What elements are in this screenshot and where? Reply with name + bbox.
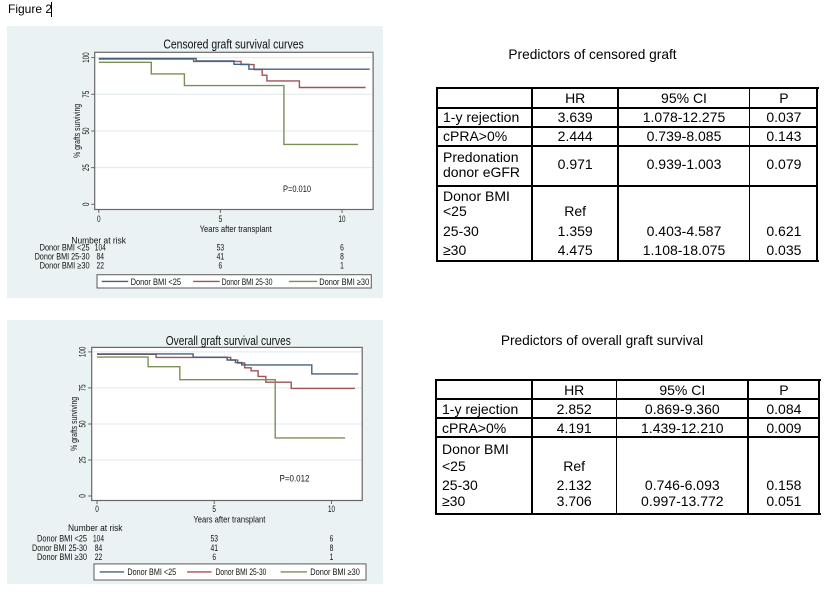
svg-text:50: 50 [77,421,88,428]
svg-text:25: 25 [81,164,92,171]
svg-text:Donor BMI ≥30: Donor BMI ≥30 [37,552,87,562]
svg-text:104: 104 [93,534,104,544]
svg-text:10: 10 [328,504,335,515]
svg-text:Years after transplant: Years after transplant [200,224,272,235]
svg-text:Number at risk: Number at risk [71,236,126,246]
svg-text:8: 8 [330,543,334,553]
svg-text:Years after transplant: Years after transplant [193,515,265,526]
svg-text:% grafts surviving: % grafts surviving [72,104,83,158]
svg-text:Censored graft survival curves: Censored graft survival curves [163,37,304,52]
svg-text:Donor BMI 25-30: Donor BMI 25-30 [35,252,90,262]
svg-text:5: 5 [219,214,223,225]
svg-text:75: 75 [77,384,88,391]
svg-text:6: 6 [330,534,334,544]
svg-text:50: 50 [81,128,92,135]
svg-text:Number at risk: Number at risk [68,523,123,533]
svg-text:53: 53 [210,534,218,544]
svg-text:1: 1 [330,552,334,562]
svg-text:8: 8 [340,252,344,262]
svg-text:Donor BMI <25: Donor BMI <25 [37,534,87,544]
svg-text:0: 0 [81,203,92,207]
svg-text:0: 0 [97,214,101,225]
svg-text:84: 84 [95,543,103,553]
svg-text:Donor BMI <25: Donor BMI <25 [127,567,176,577]
svg-text:25: 25 [77,457,88,464]
svg-text:104: 104 [95,243,106,253]
svg-text:Donor BMI <25: Donor BMI <25 [131,277,181,287]
svg-text:6: 6 [340,243,344,253]
svg-text:P=0.012: P=0.012 [280,474,310,485]
svg-text:84: 84 [97,252,105,262]
svg-text:Donor BMI 25-30: Donor BMI 25-30 [222,277,273,287]
svg-text:% grafts surviving: % grafts surviving [69,397,80,451]
svg-text:100: 100 [81,52,92,63]
svg-text:Donor BMI ≥30: Donor BMI ≥30 [310,567,360,577]
svg-text:Donor BMI <25: Donor BMI <25 [40,243,90,253]
svg-text:Donor BMI 25-30: Donor BMI 25-30 [216,567,267,577]
svg-text:P=0.010: P=0.010 [283,184,311,195]
svg-text:100: 100 [77,347,88,358]
svg-text:6: 6 [212,552,216,562]
svg-text:Overall graft survival curves: Overall graft survival curves [166,333,291,348]
svg-text:0: 0 [95,504,99,515]
svg-text:1: 1 [340,261,344,271]
svg-text:22: 22 [95,552,103,562]
svg-text:75: 75 [81,91,92,98]
svg-text:6: 6 [219,261,223,271]
svg-text:Donor BMI ≥30: Donor BMI ≥30 [319,277,369,287]
svg-text:Donor BMI ≥30: Donor BMI ≥30 [40,261,90,271]
svg-text:0: 0 [77,494,88,498]
svg-text:10: 10 [339,214,346,225]
svg-text:22: 22 [97,261,105,271]
svg-text:53: 53 [217,243,225,253]
svg-text:41: 41 [210,543,218,553]
svg-text:Donor BMI 25-30: Donor BMI 25-30 [32,543,87,553]
svg-text:41: 41 [217,252,225,262]
svg-text:5: 5 [212,504,216,515]
